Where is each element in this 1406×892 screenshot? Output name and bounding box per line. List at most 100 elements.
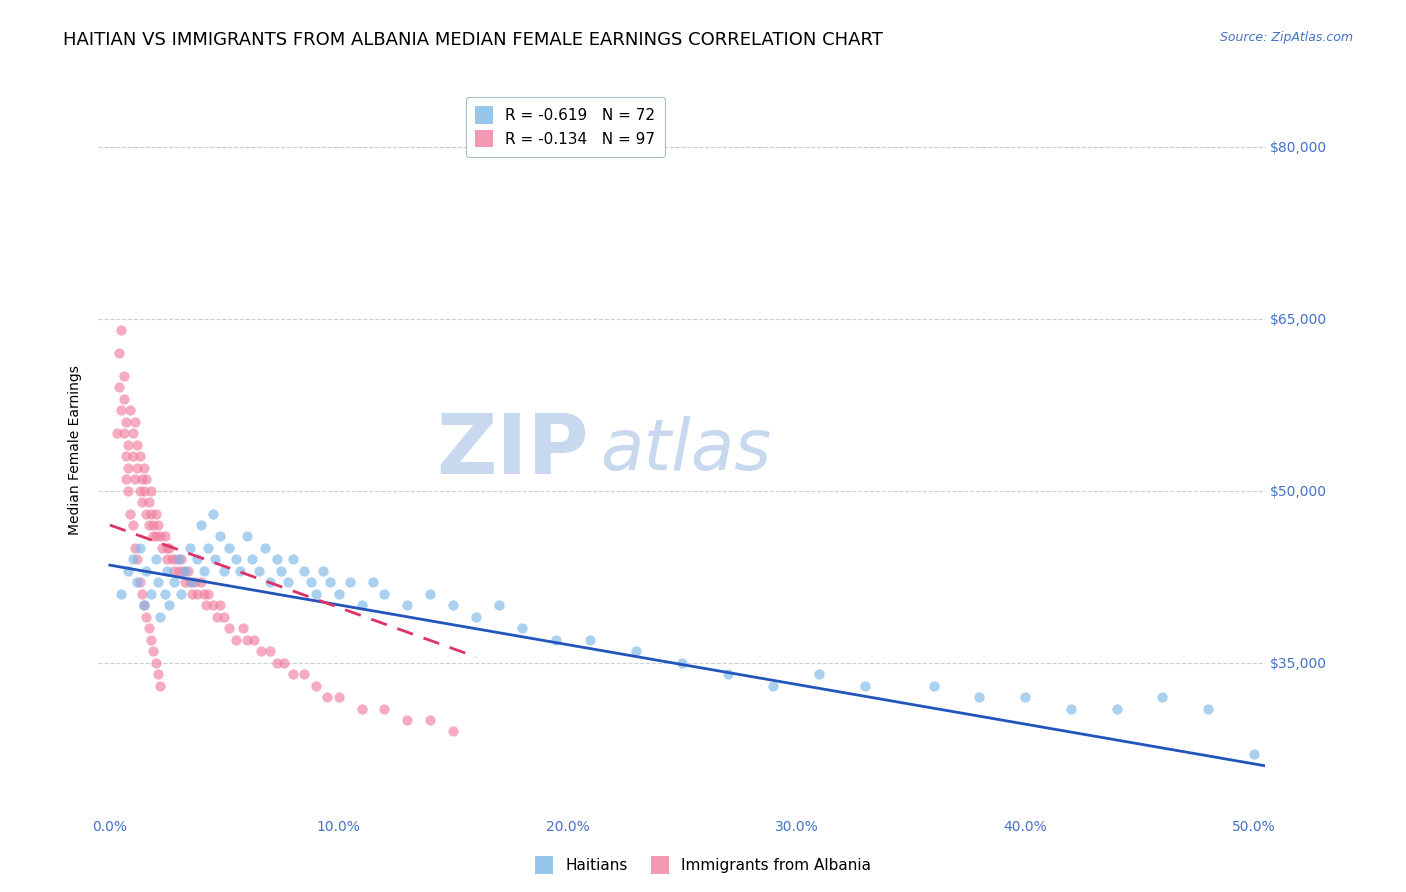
Legend: Haitians, Immigrants from Albania: Haitians, Immigrants from Albania (529, 850, 877, 880)
Point (969, 690, 991, 704)
Point (762, 679, 785, 693)
Point (156, 541, 179, 555)
Point (156, 552, 179, 566)
Point (131, 587, 153, 601)
Point (624, 644, 647, 658)
Point (1105, 701, 1128, 715)
Point (128, 449, 150, 463)
Point (201, 507, 224, 521)
Point (135, 564, 157, 578)
Point (396, 599, 419, 613)
Point (127, 552, 149, 566)
Point (110, 403, 132, 417)
Point (339, 575, 361, 590)
Point (134, 599, 156, 613)
Point (121, 426, 143, 441)
Point (145, 529, 167, 543)
Point (441, 599, 464, 613)
Legend: R = -0.619   N = 72, R = -0.134   N = 97: R = -0.619 N = 72, R = -0.134 N = 97 (465, 97, 665, 157)
Point (441, 724, 464, 739)
Point (135, 472, 157, 486)
Point (225, 632, 247, 647)
Point (117, 460, 139, 475)
Point (305, 587, 328, 601)
Point (579, 632, 602, 647)
Point (134, 460, 156, 475)
Point (112, 426, 135, 441)
Point (115, 449, 138, 463)
Point (922, 679, 945, 693)
Point (157, 599, 180, 613)
Point (259, 575, 281, 590)
Point (112, 392, 135, 406)
Point (194, 599, 217, 613)
Point (361, 575, 384, 590)
Point (193, 587, 215, 601)
Point (145, 552, 167, 566)
Point (281, 552, 304, 566)
Point (350, 701, 373, 715)
Text: Source: ZipAtlas.com: Source: ZipAtlas.com (1219, 31, 1353, 45)
Point (139, 483, 162, 498)
Point (671, 656, 693, 670)
Point (181, 575, 204, 590)
Point (170, 587, 193, 601)
Point (131, 472, 153, 486)
Point (167, 564, 190, 578)
Point (121, 518, 143, 533)
Point (146, 575, 169, 590)
Point (229, 564, 252, 578)
Point (214, 609, 236, 624)
Point (124, 472, 146, 486)
Point (128, 575, 150, 590)
Point (152, 541, 174, 555)
Point (174, 564, 197, 578)
Point (127, 460, 149, 475)
Point (179, 541, 201, 555)
Point (170, 552, 193, 566)
Point (373, 701, 395, 715)
Point (373, 587, 395, 601)
Point (135, 507, 157, 521)
Text: atlas: atlas (600, 416, 772, 485)
Point (488, 599, 510, 613)
Point (142, 529, 165, 543)
Point (197, 541, 219, 555)
Point (190, 518, 212, 533)
Point (266, 552, 288, 566)
Point (510, 621, 533, 635)
Point (193, 564, 215, 578)
Point (1243, 747, 1265, 762)
Point (134, 599, 156, 613)
Point (1014, 690, 1036, 704)
Text: ZIP: ZIP (436, 410, 589, 491)
Point (204, 552, 226, 566)
Point (305, 679, 328, 693)
Point (318, 575, 340, 590)
Point (153, 529, 176, 543)
Point (163, 575, 186, 590)
Point (112, 368, 135, 383)
Point (277, 575, 299, 590)
Point (1197, 701, 1219, 715)
Point (145, 656, 167, 670)
Point (270, 564, 292, 578)
Point (183, 575, 205, 590)
Point (717, 667, 740, 681)
Point (138, 495, 160, 509)
Point (165, 552, 187, 566)
Point (259, 644, 281, 658)
Point (236, 632, 259, 647)
Point (145, 507, 167, 521)
Point (120, 507, 142, 521)
Point (208, 599, 231, 613)
Point (853, 679, 876, 693)
Point (115, 472, 138, 486)
Point (236, 529, 259, 543)
Point (208, 529, 231, 543)
Point (243, 632, 266, 647)
Point (266, 656, 288, 670)
Point (240, 552, 263, 566)
Point (179, 575, 201, 590)
Point (138, 621, 160, 635)
